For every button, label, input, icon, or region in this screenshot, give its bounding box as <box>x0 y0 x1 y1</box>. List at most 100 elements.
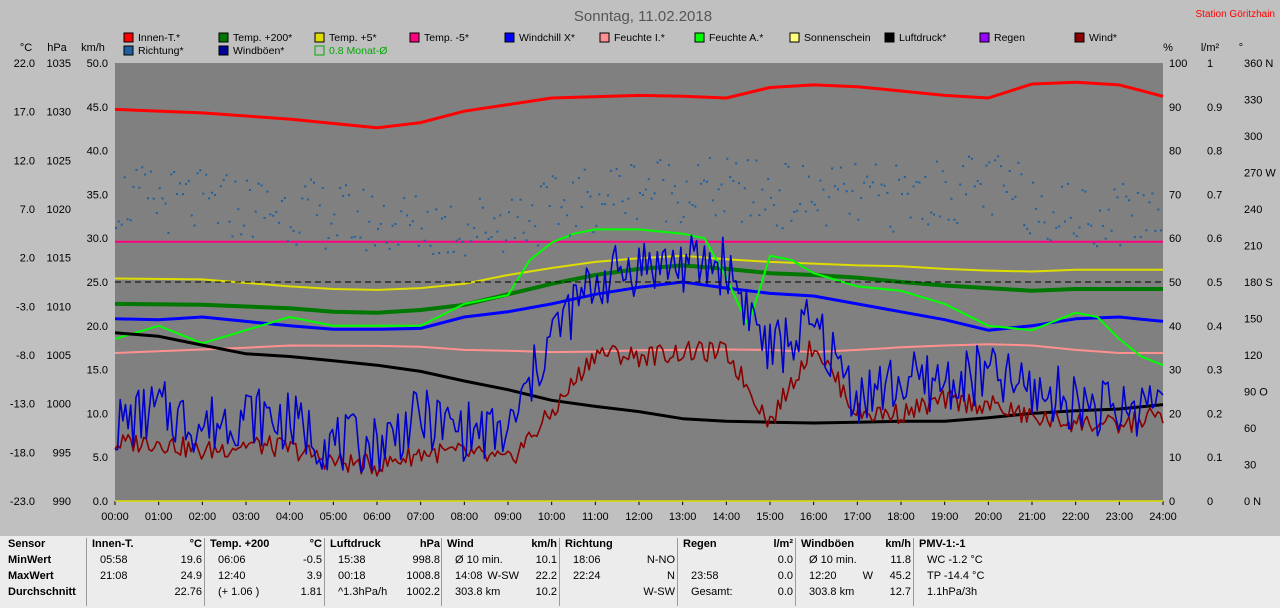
direction-point <box>1026 227 1029 230</box>
direction-point <box>187 180 190 183</box>
wind-tick-label: 10.0 <box>87 408 108 420</box>
direction-point <box>714 214 717 217</box>
direction-point <box>455 239 458 242</box>
direction-point <box>1084 190 1087 193</box>
direction-point <box>243 224 246 227</box>
direction-point <box>927 223 930 226</box>
direction-point <box>653 192 656 195</box>
stats-separator <box>204 538 205 606</box>
direction-point <box>1072 232 1075 235</box>
direction-point <box>985 164 988 167</box>
stats-time: WC -1.2 °C <box>927 554 983 566</box>
direction-point <box>703 179 705 182</box>
direction-point <box>478 197 481 200</box>
direction-point <box>784 163 787 165</box>
time-tick-label: 10:00 <box>538 511 566 523</box>
direction-point <box>598 193 601 196</box>
direction-point <box>592 231 595 234</box>
legend-swatch <box>979 32 990 43</box>
direction-point <box>708 156 711 159</box>
direction-point <box>671 192 673 195</box>
direction-point <box>1148 201 1151 204</box>
series-windb-en <box>114 234 1164 474</box>
direction-point <box>915 181 918 183</box>
direction-point <box>1034 207 1037 210</box>
humidity-axis-unit: % <box>1163 42 1173 54</box>
direction-point <box>490 236 493 239</box>
direction-point <box>601 203 604 205</box>
direction-point <box>502 250 505 253</box>
legend-swatch <box>884 32 895 43</box>
direction-point <box>1049 239 1052 242</box>
direction-point <box>976 180 979 183</box>
direction-point <box>339 186 342 189</box>
direction-point <box>991 213 994 216</box>
stats-value: 45.2 <box>889 570 911 582</box>
direction-tick-label: 150 <box>1244 314 1262 326</box>
humidity-tick-label: 90 <box>1169 102 1181 114</box>
direction-point <box>813 203 816 206</box>
series-innen-t <box>114 80 1164 130</box>
direction-point <box>179 182 181 185</box>
direction-point <box>411 220 414 223</box>
wind-tick-label: 15.0 <box>87 365 108 377</box>
direction-point <box>374 244 377 247</box>
direction-point <box>749 214 752 217</box>
direction-point <box>627 197 630 200</box>
temp-tick-label: -3.0 <box>16 301 35 313</box>
direction-point <box>770 196 772 199</box>
time-tick-label: 12:00 <box>625 511 653 523</box>
direction-point <box>691 204 694 206</box>
direction-point <box>336 234 339 237</box>
direction-point <box>211 191 214 194</box>
direction-point <box>132 185 135 188</box>
direction-point <box>962 165 965 168</box>
direction-point <box>790 219 793 222</box>
direction-point <box>959 183 962 186</box>
direction-point <box>263 216 266 219</box>
direction-point <box>711 199 714 202</box>
stats-value: 0.0 <box>777 554 793 566</box>
pressure-tick-label: 1025 <box>47 155 71 167</box>
direction-point <box>315 214 318 217</box>
direction-point <box>912 185 915 188</box>
pressure-tick-label: 995 <box>53 447 71 459</box>
wind-tick-label: 30.0 <box>87 233 108 245</box>
series-windchill-x <box>114 280 1164 332</box>
direction-point <box>522 231 525 234</box>
direction-point <box>1107 208 1110 211</box>
direction-point <box>965 193 967 196</box>
legend-swatch <box>218 45 229 56</box>
stats-panel-windb-en: Windböen km/h Ø 10 min. 11.8 12:20 W 45.2 303.8… <box>801 536 911 608</box>
direction-point <box>647 178 650 181</box>
direction-point <box>149 170 152 173</box>
direction-point <box>228 220 231 223</box>
direction-point <box>476 235 478 238</box>
stats-value: 10.1 <box>535 554 557 566</box>
direction-point <box>973 185 976 188</box>
direction-point <box>1023 224 1026 227</box>
stats-value: W-SW <box>643 586 675 598</box>
direction-point <box>807 175 810 178</box>
direction-point <box>752 201 755 204</box>
direction-point <box>155 212 158 214</box>
direction-point <box>147 197 149 200</box>
direction-point <box>673 185 676 188</box>
direction-point <box>831 167 834 170</box>
pressure-tick-label: 1020 <box>47 204 71 216</box>
legend-label: Innen-T.* <box>138 32 180 44</box>
wind-tick-label: 0.0 <box>93 496 108 508</box>
direction-point <box>1128 199 1131 202</box>
direction-point <box>569 234 572 237</box>
temp-tick-label: 22.0 <box>14 58 35 70</box>
direction-point <box>1116 196 1119 199</box>
pressure-tick-label: 990 <box>53 496 71 508</box>
direction-point <box>589 195 592 198</box>
legend-label: Feuchte A.* <box>709 32 763 44</box>
direction-point <box>1136 192 1139 194</box>
rain-tick-label: 0.2 <box>1207 408 1222 420</box>
direction-point <box>903 176 906 178</box>
direction-point <box>956 222 959 224</box>
stats-value: 22.76 <box>174 586 202 598</box>
direction-point <box>828 196 831 199</box>
